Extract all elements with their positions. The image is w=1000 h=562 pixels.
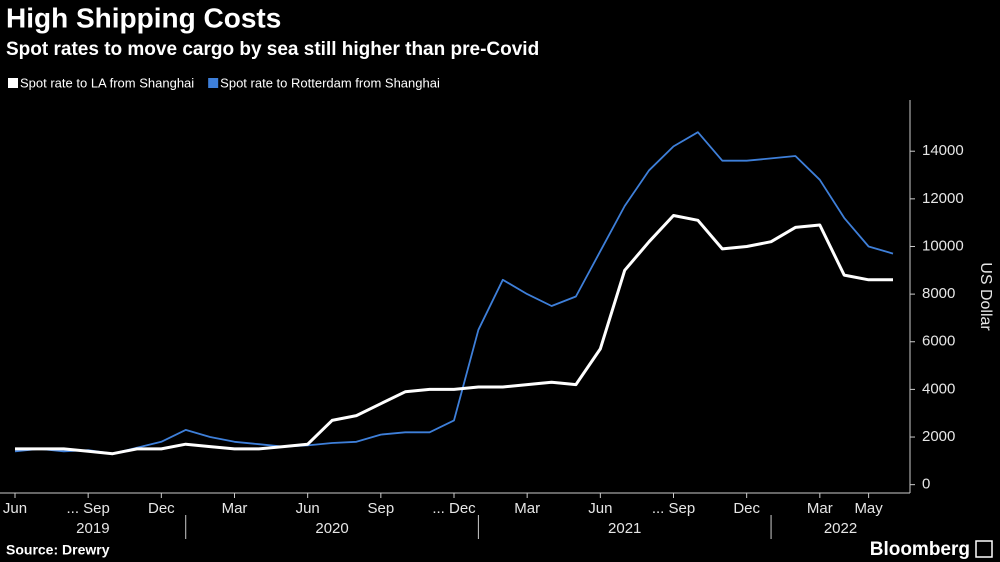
x-tick-label: ... Sep — [66, 500, 109, 517]
legend-label: Spot rate to Rotterdam from Shanghai — [220, 75, 440, 90]
x-tick-label: Mar — [807, 500, 833, 517]
chart-title: High Shipping Costs — [6, 2, 281, 33]
year-label: 2020 — [315, 520, 348, 537]
x-tick-label: ... Dec — [432, 500, 476, 517]
x-tick-label: May — [854, 500, 883, 517]
series-line — [15, 214, 893, 456]
series-line — [14, 131, 894, 455]
x-tick-label: Sep — [367, 500, 394, 517]
year-label: 2021 — [608, 520, 641, 537]
y-tick-label: 4000 — [922, 380, 955, 397]
y-axis-title: US Dollar — [977, 262, 994, 331]
year-label: 2022 — [824, 520, 857, 537]
x-tick-label: Dec — [733, 500, 760, 517]
y-tick-label: 2000 — [922, 428, 955, 445]
x-tick-label: Mar — [514, 500, 540, 517]
source: Source: Drewry — [6, 542, 110, 558]
x-tick-label: Mar — [222, 500, 248, 517]
y-tick-label: 6000 — [922, 333, 955, 350]
year-label: 2019 — [76, 520, 109, 537]
x-tick-label: Jun — [588, 500, 612, 517]
brand: Bloomberg — [870, 539, 970, 560]
y-tick-label: 10000 — [922, 237, 964, 254]
x-tick-label: Dec — [148, 500, 175, 517]
chart-subtitle: Spot rates to move cargo by sea still hi… — [6, 39, 539, 60]
legend-swatch — [8, 78, 18, 88]
x-tick-label: Jun — [296, 500, 320, 517]
x-tick-label: Jun — [3, 500, 27, 517]
brand-icon — [975, 540, 993, 558]
x-tick-label: ... Sep — [652, 500, 695, 517]
legend-label: Spot rate to LA from Shanghai — [20, 75, 194, 90]
y-tick-label: 12000 — [922, 190, 964, 207]
y-tick-label: 8000 — [922, 285, 955, 302]
y-tick-label: 14000 — [922, 142, 964, 159]
y-tick-label: 0 — [922, 476, 930, 493]
legend-swatch — [208, 78, 219, 88]
